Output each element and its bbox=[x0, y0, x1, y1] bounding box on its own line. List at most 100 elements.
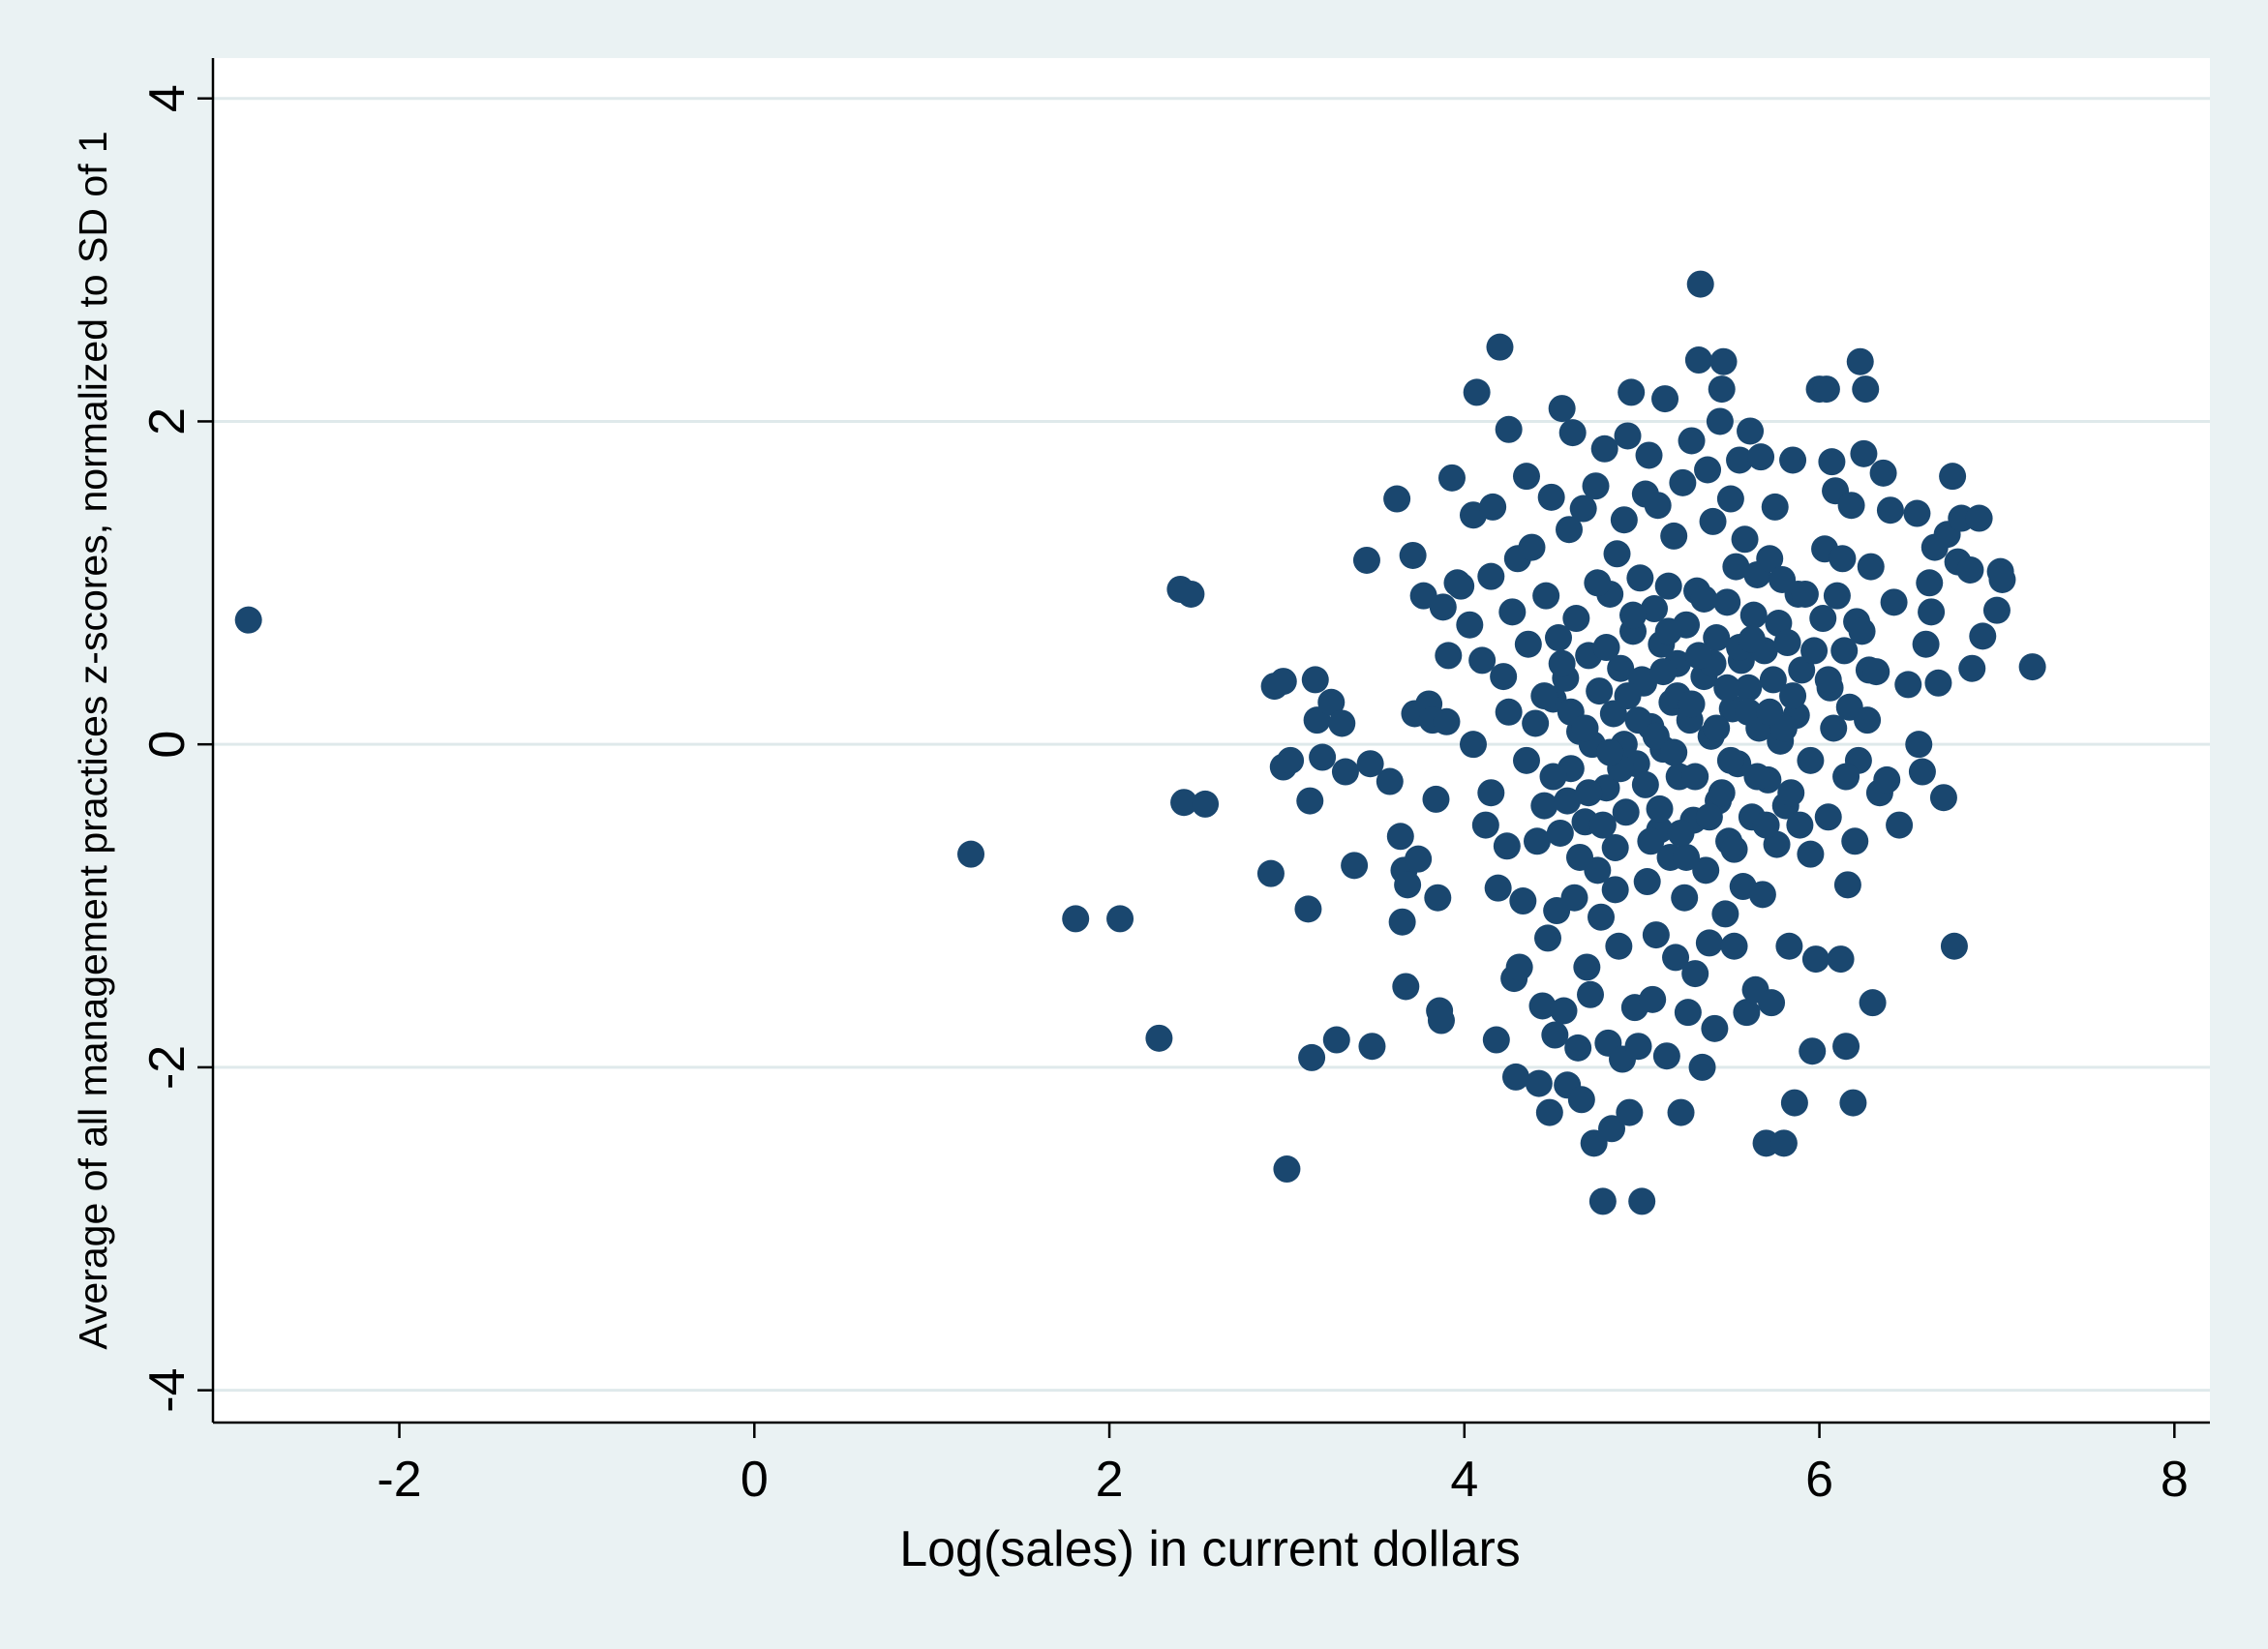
scatter-point bbox=[1720, 932, 1748, 960]
scatter-point bbox=[1296, 787, 1324, 815]
scatter-point bbox=[1684, 346, 1712, 375]
scatter-point bbox=[1637, 827, 1665, 855]
scatter-point bbox=[1739, 601, 1768, 629]
scatter-point bbox=[1486, 333, 1514, 361]
scatter-point bbox=[1958, 654, 1986, 682]
scatter-point bbox=[1518, 533, 1546, 561]
scatter-point bbox=[1748, 881, 1776, 909]
scatter-point bbox=[1298, 1043, 1326, 1071]
scatter-point bbox=[1463, 378, 1491, 406]
data-points bbox=[234, 270, 2046, 1215]
scatter-point bbox=[1758, 989, 1786, 1017]
scatter-point bbox=[1607, 654, 1635, 682]
scatter-point bbox=[1541, 1021, 1569, 1049]
scatter-point bbox=[1752, 811, 1780, 839]
scatter-point bbox=[1392, 973, 1420, 1001]
scatter-point bbox=[1646, 795, 1674, 823]
scatter-point bbox=[1708, 779, 1736, 807]
scatter-point bbox=[1786, 811, 1814, 839]
y-tick-label: 4 bbox=[139, 84, 196, 112]
scatter-point bbox=[1761, 493, 1789, 521]
scatter-point bbox=[1711, 900, 1739, 928]
x-tick-label: 6 bbox=[1805, 1452, 1833, 1508]
scatter-point bbox=[1177, 580, 1205, 608]
scatter-point bbox=[1584, 569, 1612, 597]
scatter-point bbox=[1747, 443, 1775, 471]
scatter-point bbox=[1850, 439, 1878, 467]
scatter-point bbox=[1775, 932, 1803, 960]
scatter-point bbox=[1799, 1037, 1827, 1065]
scatter-point bbox=[1688, 1053, 1716, 1081]
scatter-point bbox=[1537, 483, 1565, 511]
scatter-point bbox=[1809, 605, 1837, 633]
scatter-point bbox=[1573, 953, 1601, 981]
scatter-point bbox=[1317, 688, 1346, 716]
scatter-point bbox=[1603, 540, 1631, 568]
scatter-point bbox=[1493, 832, 1521, 860]
scatter-point bbox=[1667, 1098, 1695, 1126]
scatter-point bbox=[1916, 569, 1944, 597]
scatter-point bbox=[1106, 905, 1134, 933]
scatter-point bbox=[1839, 1089, 1867, 1117]
scatter-point bbox=[1681, 763, 1709, 791]
scatter-point bbox=[234, 606, 262, 634]
scatter-point bbox=[2018, 653, 2046, 681]
scatter-point bbox=[1722, 553, 1750, 581]
scatter-point bbox=[1716, 485, 1744, 513]
scatter-point bbox=[1468, 646, 1497, 675]
scatter-point bbox=[1505, 953, 1533, 981]
scatter-point bbox=[1908, 758, 1936, 786]
scatter-point bbox=[1525, 1069, 1553, 1097]
scatter-point bbox=[1841, 827, 1869, 855]
scatter-point bbox=[1854, 706, 1882, 735]
scatter-point bbox=[1588, 903, 1616, 931]
scatter-point bbox=[1738, 625, 1766, 653]
scatter-point bbox=[1530, 682, 1558, 710]
y-axis-label: Average of all management practices z-sc… bbox=[71, 131, 115, 1349]
scatter-point bbox=[1471, 811, 1499, 839]
scatter-point bbox=[1388, 908, 1416, 936]
scatter-point bbox=[1939, 463, 1967, 491]
scatter-point bbox=[1737, 417, 1765, 445]
scatter-point bbox=[1827, 945, 1855, 974]
scatter-point bbox=[1735, 698, 1763, 726]
scatter-point bbox=[1273, 1155, 1301, 1184]
scatter-point bbox=[1800, 637, 1829, 665]
scatter-point bbox=[1567, 1086, 1595, 1114]
scatter-point bbox=[1779, 682, 1807, 710]
scatter-point bbox=[1394, 871, 1422, 899]
scatter-point bbox=[1873, 765, 1901, 794]
scatter-point bbox=[1571, 714, 1599, 742]
scatter-point bbox=[1869, 459, 1897, 487]
scatter-point bbox=[1352, 546, 1380, 574]
scatter-point bbox=[1673, 843, 1701, 871]
scatter-point bbox=[1631, 770, 1659, 798]
scatter-point bbox=[1988, 565, 2016, 593]
scatter-point bbox=[1832, 1033, 1860, 1061]
scatter-point bbox=[1708, 375, 1736, 404]
scatter-point bbox=[1528, 992, 1557, 1020]
scatter-point bbox=[1801, 945, 1830, 974]
x-tick-label: 8 bbox=[2161, 1452, 2189, 1508]
y-axis-ticks: -4 -2 0 2 4 bbox=[139, 84, 213, 1413]
scatter-point bbox=[1614, 422, 1642, 450]
scatter-point bbox=[1514, 630, 1542, 658]
scatter-point bbox=[1477, 562, 1505, 590]
scatter-point bbox=[1733, 999, 1761, 1027]
scatter-point bbox=[1427, 1006, 1455, 1034]
scatter-point bbox=[1667, 819, 1695, 847]
scatter-point bbox=[1495, 698, 1523, 726]
scatter-point bbox=[1490, 663, 1518, 691]
scatter-point bbox=[1269, 668, 1297, 696]
scatter-point bbox=[1566, 843, 1594, 871]
scatter-point bbox=[1539, 763, 1567, 791]
scatter-point bbox=[1713, 588, 1741, 616]
scatter-point bbox=[1716, 746, 1744, 774]
scatter-point bbox=[1823, 582, 1851, 610]
scatter-point bbox=[1618, 378, 1646, 406]
x-tick-label: 2 bbox=[1096, 1452, 1124, 1508]
scatter-point bbox=[1612, 798, 1640, 826]
scatter-point bbox=[1713, 674, 1741, 702]
scatter-point bbox=[1534, 924, 1562, 952]
scatter-point bbox=[1726, 446, 1754, 474]
